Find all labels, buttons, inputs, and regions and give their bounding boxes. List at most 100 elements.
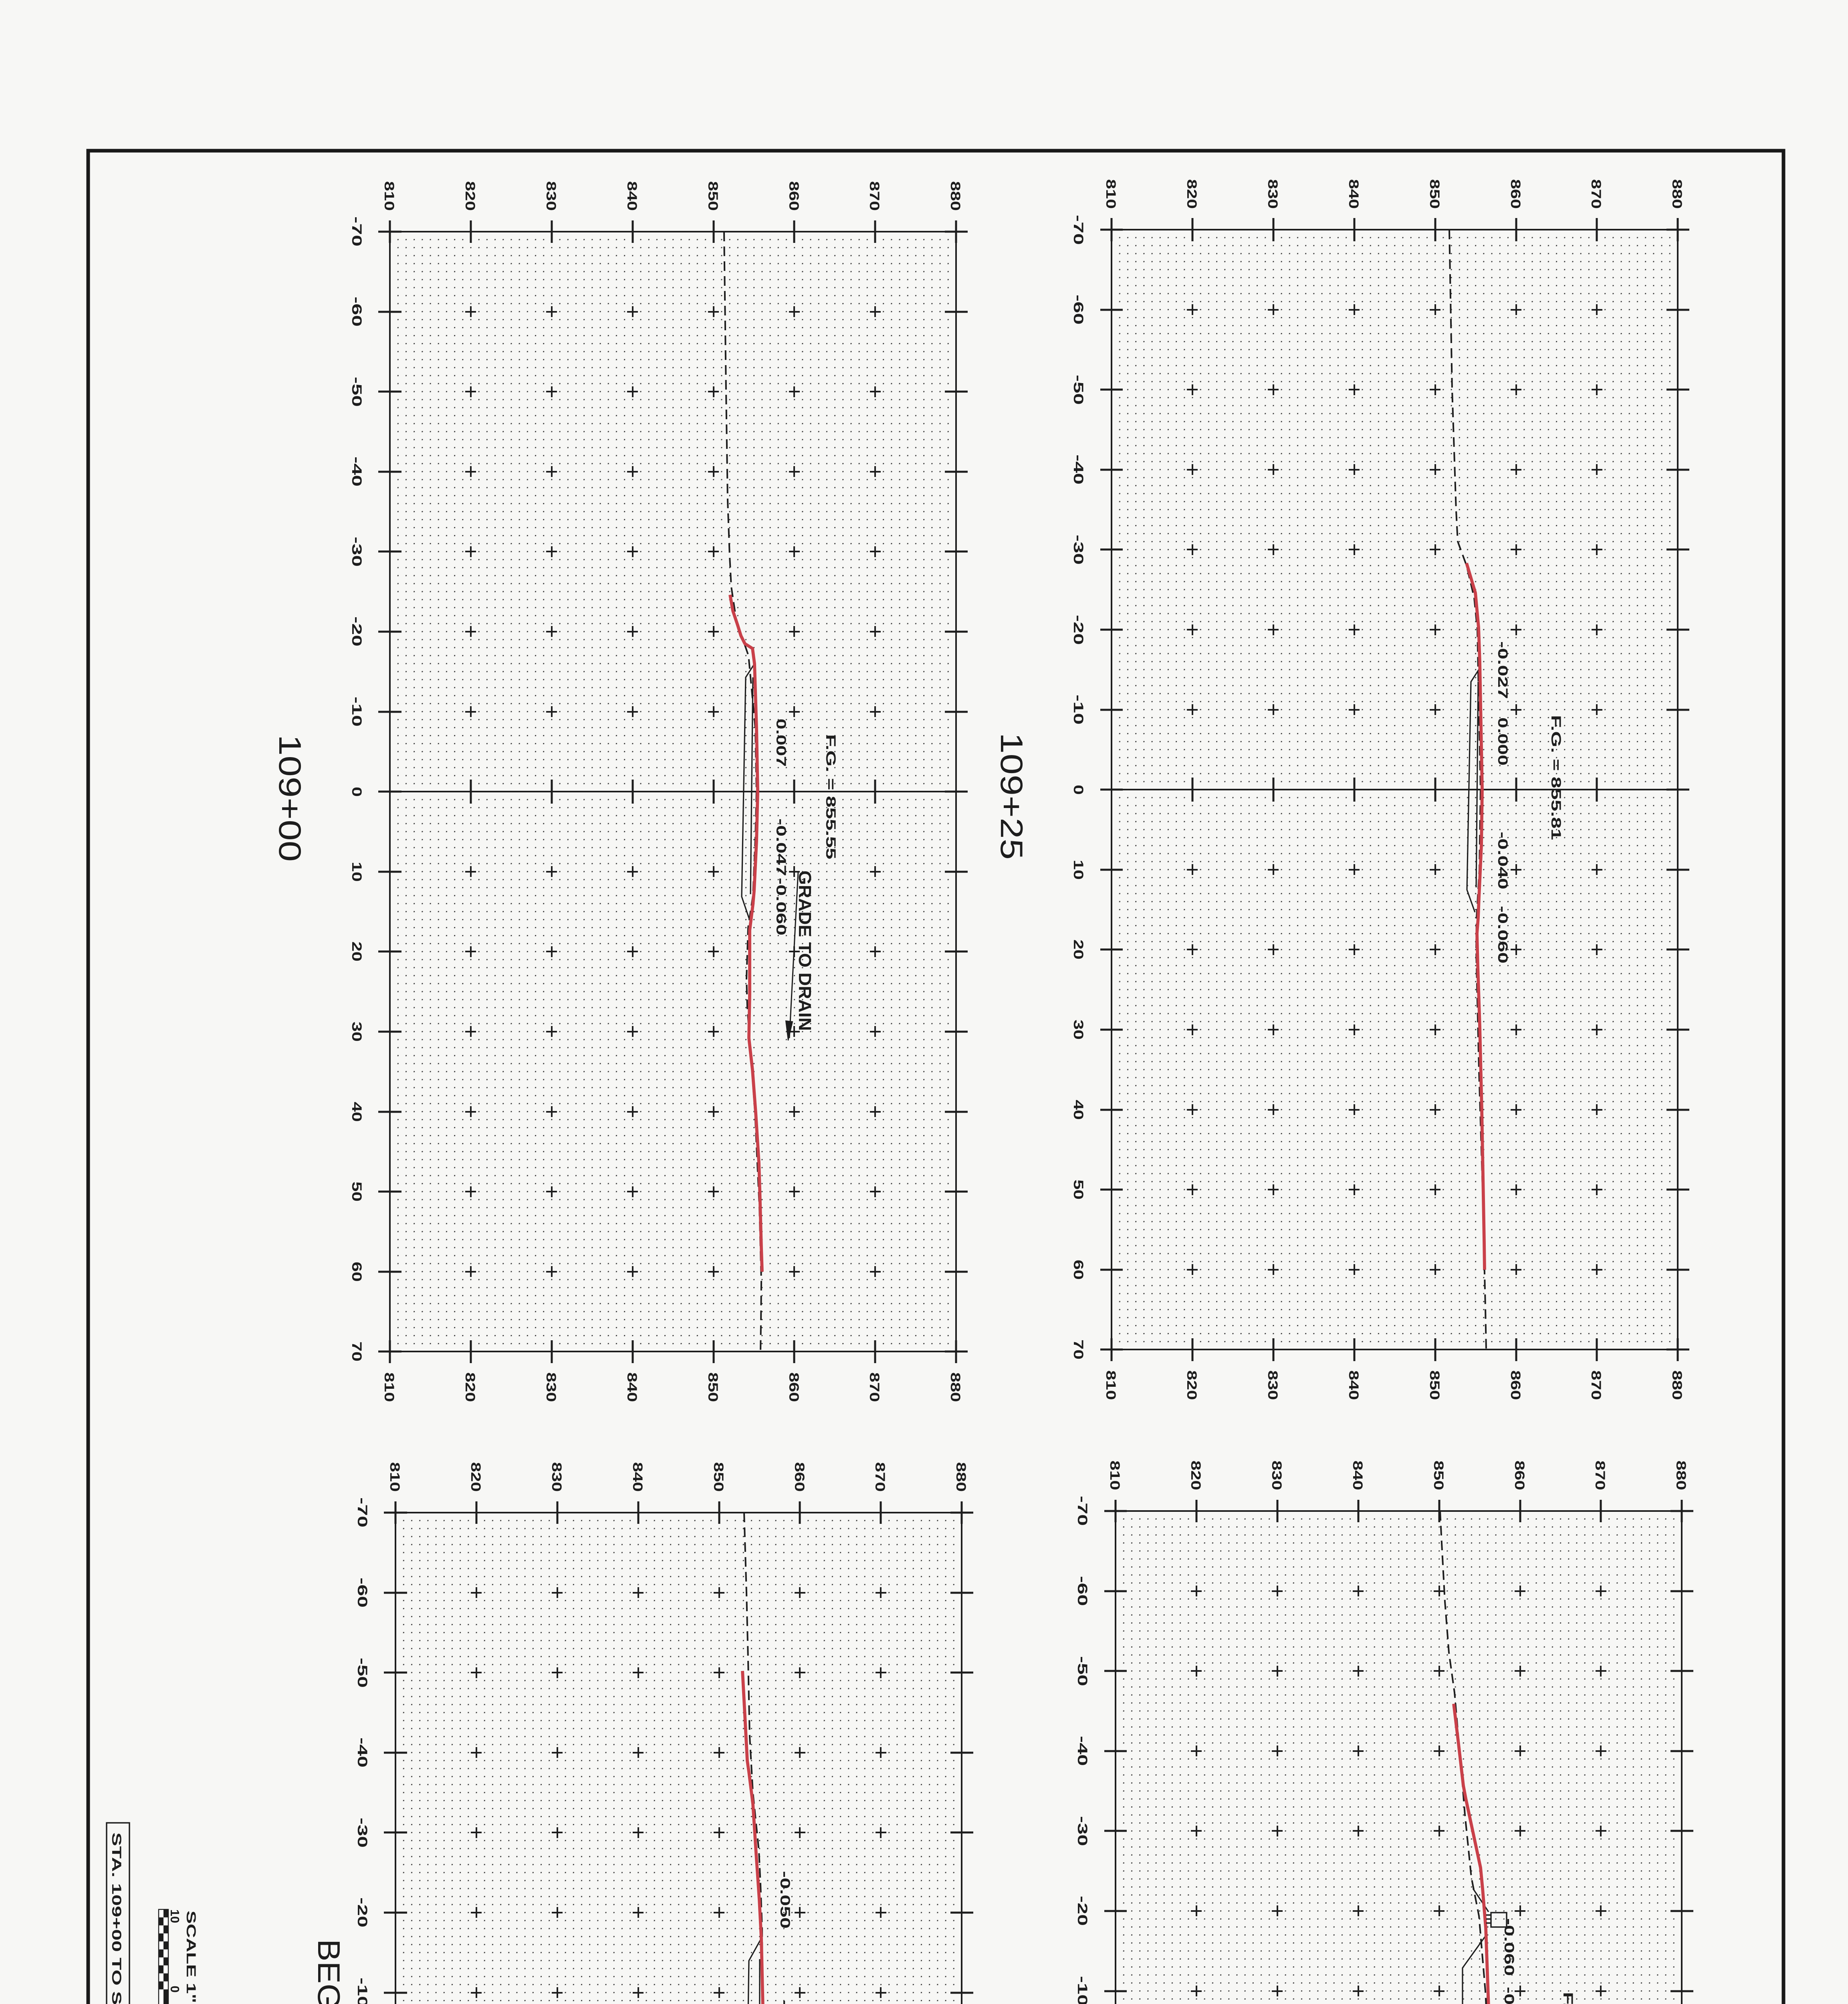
svg-text:870: 870 xyxy=(1588,179,1604,209)
svg-text:-0.013: -0.013 xyxy=(1501,1987,1517,2004)
svg-text:0: 0 xyxy=(1071,785,1086,795)
svg-text:860: 860 xyxy=(792,1462,807,1492)
svg-text:880: 880 xyxy=(1673,1461,1689,1490)
svg-text:-70: -70 xyxy=(1071,215,1086,245)
svg-text:-0.040: -0.040 xyxy=(1495,832,1510,889)
svg-text:-40: -40 xyxy=(1071,455,1086,485)
svg-text:20: 20 xyxy=(1071,939,1086,960)
svg-text:850: 850 xyxy=(705,1372,720,1402)
svg-text:-10: -10 xyxy=(1071,695,1086,725)
svg-text:830: 830 xyxy=(543,1372,559,1402)
svg-text:10: 10 xyxy=(1071,860,1086,880)
svg-text:870: 870 xyxy=(1588,1370,1604,1400)
svg-text:-0.007: -0.007 xyxy=(777,2000,793,2004)
svg-text:880: 880 xyxy=(1669,179,1685,209)
svg-text:-10: -10 xyxy=(349,697,364,727)
svg-text:-30: -30 xyxy=(349,537,364,567)
svg-text:109+25: 109+25 xyxy=(994,733,1029,860)
svg-text:880: 880 xyxy=(948,1372,963,1402)
svg-text:70: 70 xyxy=(1071,1339,1086,1360)
svg-text:810: 810 xyxy=(1103,1370,1118,1400)
svg-text:-30: -30 xyxy=(355,1818,370,1848)
svg-text:820: 820 xyxy=(468,1462,483,1492)
svg-text:50: 50 xyxy=(349,1182,364,1202)
svg-text:-0.060: -0.060 xyxy=(773,878,789,935)
svg-text:0.000: 0.000 xyxy=(1495,717,1510,766)
svg-text:850: 850 xyxy=(1431,1461,1446,1490)
svg-text:70: 70 xyxy=(349,1341,364,1362)
svg-text:850: 850 xyxy=(1427,1370,1442,1400)
svg-text:-0.047: -0.047 xyxy=(773,818,789,876)
svg-text:860: 860 xyxy=(786,1372,801,1402)
svg-text:F.G. = 855.81: F.G. = 855.81 xyxy=(1548,715,1564,840)
svg-text:-60: -60 xyxy=(355,1578,370,1608)
svg-text:-60: -60 xyxy=(1075,1576,1090,1606)
svg-text:-50: -50 xyxy=(349,377,364,407)
svg-text:820: 820 xyxy=(462,1372,478,1402)
svg-text:840: 840 xyxy=(1346,1370,1361,1400)
svg-text:830: 830 xyxy=(549,1462,564,1492)
svg-text:860: 860 xyxy=(1512,1461,1527,1490)
svg-text:-40: -40 xyxy=(355,1737,370,1768)
svg-text:60: 60 xyxy=(1071,1260,1086,1280)
svg-text:-20: -20 xyxy=(1071,615,1086,645)
svg-text:840: 840 xyxy=(624,1372,640,1402)
svg-text:40: 40 xyxy=(1071,1100,1086,1120)
svg-text:20: 20 xyxy=(349,941,364,962)
svg-text:-30: -30 xyxy=(1071,535,1086,565)
svg-text:-0.050: -0.050 xyxy=(777,1871,793,1929)
svg-text:830: 830 xyxy=(543,181,559,211)
svg-text:870: 870 xyxy=(1592,1461,1608,1490)
svg-text:-50: -50 xyxy=(1075,1656,1090,1686)
svg-text:830: 830 xyxy=(1265,1370,1280,1400)
svg-text:60: 60 xyxy=(349,1262,364,1282)
svg-text:10: 10 xyxy=(168,1909,182,1923)
svg-text:-10: -10 xyxy=(355,1978,370,2004)
svg-text:-60: -60 xyxy=(349,297,364,327)
svg-text:0: 0 xyxy=(349,787,364,797)
svg-text:F.G. = 855.55: F.G. = 855.55 xyxy=(823,734,838,859)
svg-text:870: 870 xyxy=(872,1462,888,1492)
svg-text:810: 810 xyxy=(1107,1461,1122,1490)
svg-text:830: 830 xyxy=(1269,1461,1284,1490)
svg-text:40: 40 xyxy=(349,1102,364,1122)
svg-text:840: 840 xyxy=(630,1462,645,1492)
svg-text:870: 870 xyxy=(867,1372,882,1402)
svg-text:-40: -40 xyxy=(349,457,364,487)
svg-text:-10: -10 xyxy=(1075,1976,1090,2004)
svg-text:840: 840 xyxy=(1346,179,1361,209)
svg-text:-30: -30 xyxy=(1075,1816,1090,1846)
svg-text:50: 50 xyxy=(1071,1180,1086,1200)
svg-text:-60: -60 xyxy=(1071,295,1086,325)
svg-text:860: 860 xyxy=(1508,179,1523,209)
svg-text:810: 810 xyxy=(387,1462,402,1492)
svg-text:860: 860 xyxy=(786,181,801,211)
svg-text:10: 10 xyxy=(349,862,364,882)
svg-text:-20: -20 xyxy=(349,616,364,646)
svg-text:F.G. = 856.29: F.G. = 856.29 xyxy=(1560,1992,1576,2004)
svg-text:810: 810 xyxy=(381,1372,397,1402)
svg-text:-70: -70 xyxy=(1075,1496,1090,1526)
svg-text:830: 830 xyxy=(1265,179,1280,209)
svg-text:BEGIN PROJECT: BEGIN PROJECT xyxy=(311,1939,347,2004)
svg-text:880: 880 xyxy=(948,181,963,211)
svg-text:850: 850 xyxy=(1427,179,1442,209)
svg-text:850: 850 xyxy=(705,181,720,211)
svg-text:-0.060: -0.060 xyxy=(1501,1918,1517,1976)
svg-text:850: 850 xyxy=(711,1462,726,1492)
svg-text:-50: -50 xyxy=(355,1658,370,1688)
svg-text:-20: -20 xyxy=(355,1897,370,1927)
svg-text:820: 820 xyxy=(1188,1461,1203,1490)
svg-text:-40: -40 xyxy=(1075,1736,1090,1766)
svg-text:810: 810 xyxy=(1103,179,1118,209)
svg-text:820: 820 xyxy=(1184,1370,1199,1400)
svg-text:-0.060: -0.060 xyxy=(1495,906,1510,964)
svg-text:-20: -20 xyxy=(1075,1896,1090,1926)
svg-text:810: 810 xyxy=(381,181,397,211)
svg-text:880: 880 xyxy=(953,1462,968,1492)
svg-text:30: 30 xyxy=(1071,1020,1086,1040)
svg-text:840: 840 xyxy=(624,181,640,211)
svg-text:-50: -50 xyxy=(1071,375,1086,405)
svg-text:860: 860 xyxy=(1508,1370,1523,1400)
svg-text:820: 820 xyxy=(1184,179,1199,209)
